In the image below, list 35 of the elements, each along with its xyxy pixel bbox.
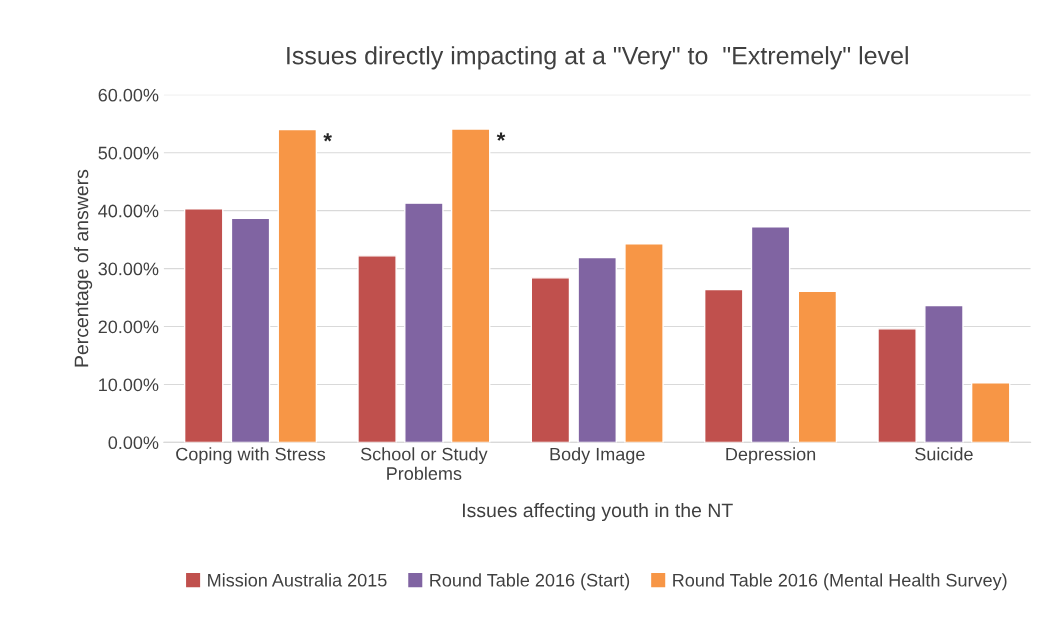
bar bbox=[877, 328, 917, 443]
bar bbox=[624, 242, 664, 443]
bar bbox=[577, 256, 617, 443]
y-tick-label: 10.00% bbox=[99, 378, 159, 392]
bar bbox=[230, 217, 271, 443]
bar bbox=[450, 128, 491, 443]
chart-title: Issues directly impacting at a "Very" to "Extremely" level bbox=[287, 46, 908, 70]
y-tick-label: 20.00% bbox=[98, 320, 159, 334]
y-tick-label: 50.00% bbox=[98, 146, 159, 160]
legend-label: Round Table 2016 (Mental Health Survey) bbox=[673, 573, 1007, 591]
y-tick-label: 0.00% bbox=[108, 436, 159, 450]
x-tick-label: School or Study Problems bbox=[360, 447, 488, 480]
annotation: * bbox=[496, 132, 506, 141]
x-tick-label: Depression bbox=[726, 447, 816, 465]
y-axis-title: Percentage of answers bbox=[74, 169, 93, 367]
bar bbox=[750, 226, 791, 443]
bar bbox=[357, 255, 397, 443]
y-tick-label: 30.00% bbox=[98, 262, 159, 276]
legend-label: Round Table 2016 (Start) bbox=[430, 573, 630, 591]
x-tick-label: Coping with Stress bbox=[176, 447, 326, 465]
legend-label: Mission Australia 2015 bbox=[208, 573, 387, 587]
bar bbox=[797, 290, 838, 443]
annotation: * bbox=[323, 133, 332, 142]
y-tick-label: 40.00% bbox=[98, 204, 159, 218]
bar bbox=[183, 208, 224, 443]
bar bbox=[277, 128, 318, 443]
x-tick-label: Suicide bbox=[915, 447, 973, 461]
x-tick-label: Body Image bbox=[550, 447, 645, 465]
bar bbox=[924, 304, 964, 443]
bar bbox=[970, 382, 1011, 443]
bar bbox=[404, 202, 444, 443]
y-tick-label: 60.00% bbox=[98, 88, 159, 102]
bar bbox=[703, 288, 744, 443]
bar bbox=[530, 277, 571, 443]
x-axis-title: Issues affecting youth in the NT bbox=[463, 502, 733, 522]
